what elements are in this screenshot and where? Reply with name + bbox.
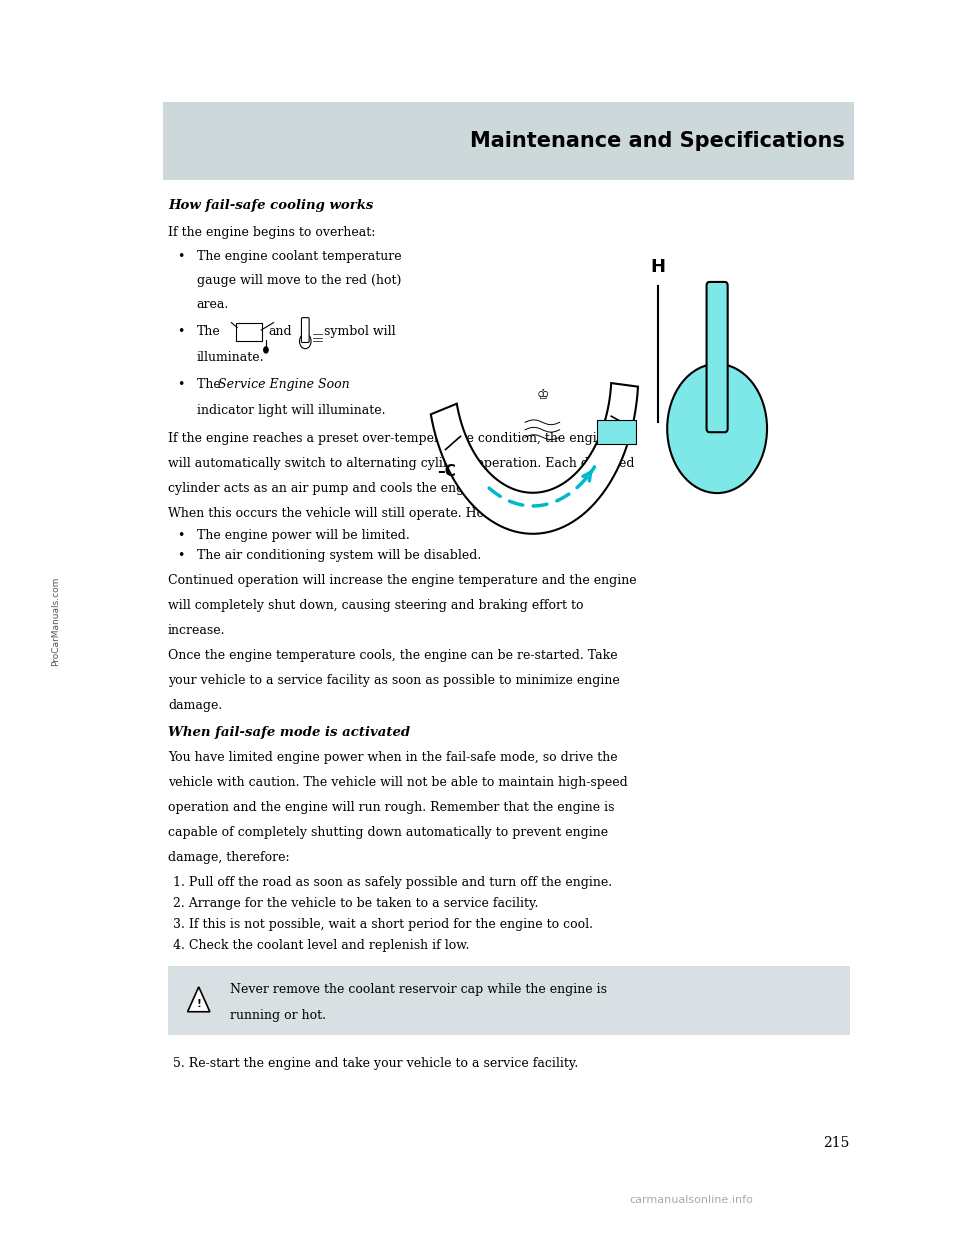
Circle shape xyxy=(667,364,767,493)
Text: vehicle with caution. The vehicle will not be able to maintain high-speed: vehicle with caution. The vehicle will n… xyxy=(168,776,628,789)
Text: You have limited engine power when in the fail-safe mode, so drive the: You have limited engine power when in th… xyxy=(168,751,617,764)
Text: Maintenance and Specifications: Maintenance and Specifications xyxy=(470,130,845,152)
Polygon shape xyxy=(431,383,638,534)
Text: cylinder acts as an air pump and cools the engine.: cylinder acts as an air pump and cools t… xyxy=(168,482,488,494)
Text: Once the engine temperature cools, the engine can be re-started. Take: Once the engine temperature cools, the e… xyxy=(168,648,617,662)
Text: 215: 215 xyxy=(824,1136,850,1150)
Text: H: H xyxy=(650,258,665,276)
Text: illuminate.: illuminate. xyxy=(197,351,264,364)
Text: symbol will: symbol will xyxy=(324,325,396,338)
Circle shape xyxy=(263,347,269,354)
FancyBboxPatch shape xyxy=(168,966,850,1035)
FancyBboxPatch shape xyxy=(163,102,854,180)
Text: 4. Check the coolant level and replenish if low.: 4. Check the coolant level and replenish… xyxy=(173,939,469,953)
Text: The: The xyxy=(197,379,225,391)
Text: –C: –C xyxy=(437,465,456,479)
Text: The engine power will be limited.: The engine power will be limited. xyxy=(197,529,410,542)
Text: The air conditioning system will be disabled.: The air conditioning system will be disa… xyxy=(197,549,481,561)
Text: If the engine begins to overheat:: If the engine begins to overheat: xyxy=(168,226,375,238)
Text: increase.: increase. xyxy=(168,623,226,637)
Text: When fail-safe mode is activated: When fail-safe mode is activated xyxy=(168,727,410,739)
Text: •: • xyxy=(178,325,185,338)
Text: 3. If this is not possible, wait a short period for the engine to cool.: 3. If this is not possible, wait a short… xyxy=(173,918,592,932)
Text: •: • xyxy=(178,250,185,262)
Text: Service Engine Soon: Service Engine Soon xyxy=(218,379,349,391)
Text: running or hot.: running or hot. xyxy=(230,1010,326,1022)
Circle shape xyxy=(300,334,311,349)
Text: Continued operation will increase the engine temperature and the engine: Continued operation will increase the en… xyxy=(168,574,636,586)
Text: The: The xyxy=(197,325,221,338)
Text: 2. Arrange for the vehicle to be taken to a service facility.: 2. Arrange for the vehicle to be taken t… xyxy=(173,897,539,910)
Text: and: and xyxy=(269,325,293,338)
Text: will completely shut down, causing steering and braking effort to: will completely shut down, causing steer… xyxy=(168,599,584,612)
Text: •: • xyxy=(178,529,185,542)
Text: If the engine reaches a preset over-temperature condition, the engine: If the engine reaches a preset over-temp… xyxy=(168,432,612,445)
Text: gauge will move to the red (hot): gauge will move to the red (hot) xyxy=(197,273,401,287)
Text: ProCarManuals.com: ProCarManuals.com xyxy=(51,576,60,666)
Text: area.: area. xyxy=(197,298,229,310)
Text: 1. Pull off the road as soon as safely possible and turn off the engine.: 1. Pull off the road as soon as safely p… xyxy=(173,876,612,889)
Text: How fail-safe cooling works: How fail-safe cooling works xyxy=(168,199,373,211)
Polygon shape xyxy=(187,987,210,1012)
Text: will automatically switch to alternating cylinder operation. Each disabled: will automatically switch to alternating… xyxy=(168,457,635,469)
Text: 5. Re-start the engine and take your vehicle to a service facility.: 5. Re-start the engine and take your veh… xyxy=(173,1057,578,1071)
Text: ♔: ♔ xyxy=(536,388,549,402)
Text: carmanualsonline.info: carmanualsonline.info xyxy=(629,1195,754,1205)
Text: Never remove the coolant reservoir cap while the engine is: Never remove the coolant reservoir cap w… xyxy=(230,982,608,996)
Text: operation and the engine will run rough. Remember that the engine is: operation and the engine will run rough.… xyxy=(168,801,614,814)
Text: damage, therefore:: damage, therefore: xyxy=(168,851,290,864)
Text: The engine coolant temperature: The engine coolant temperature xyxy=(197,250,401,262)
FancyBboxPatch shape xyxy=(236,323,262,342)
Text: •: • xyxy=(178,379,185,391)
FancyBboxPatch shape xyxy=(597,420,636,445)
Text: •: • xyxy=(178,549,185,561)
Text: capable of completely shutting down automatically to prevent engine: capable of completely shutting down auto… xyxy=(168,826,608,838)
Text: your vehicle to a service facility as soon as possible to minimize engine: your vehicle to a service facility as so… xyxy=(168,673,620,687)
FancyBboxPatch shape xyxy=(707,282,728,432)
FancyBboxPatch shape xyxy=(301,318,309,343)
Text: damage.: damage. xyxy=(168,699,223,712)
Text: When this occurs the vehicle will still operate. However:: When this occurs the vehicle will still … xyxy=(168,507,527,519)
Text: !: ! xyxy=(196,1000,202,1010)
Text: indicator light will illuminate.: indicator light will illuminate. xyxy=(197,405,385,417)
